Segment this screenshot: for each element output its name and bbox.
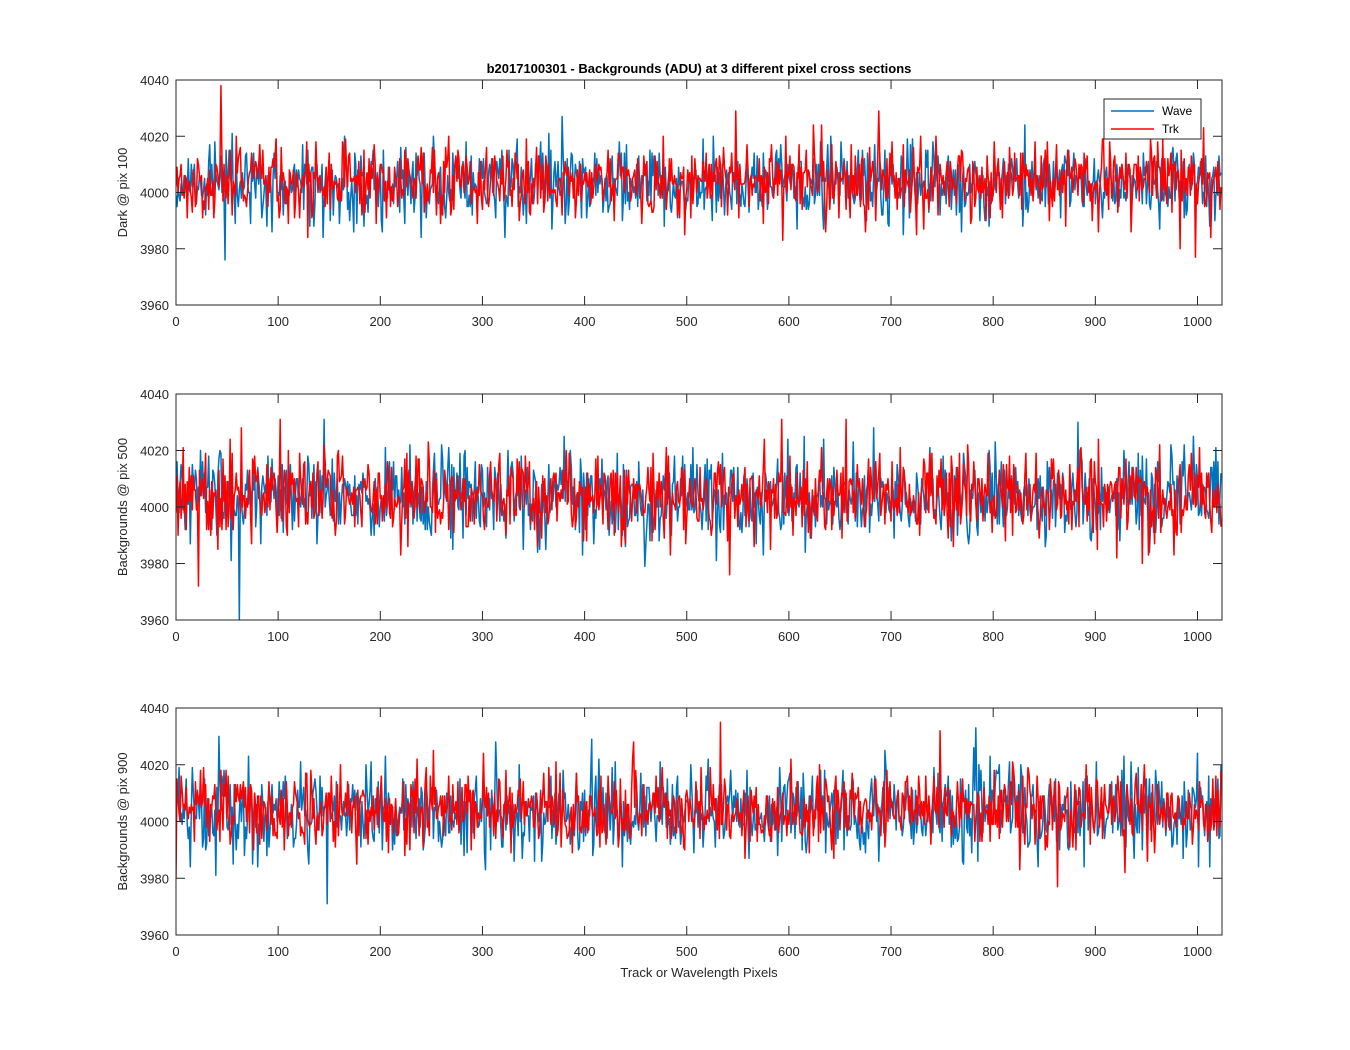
y-tick-label: 3960 xyxy=(140,613,169,628)
x-tick-label: 200 xyxy=(369,314,391,329)
x-tick-label: 600 xyxy=(778,944,800,959)
y-tick-label: 4020 xyxy=(140,129,169,144)
x-tick-label: 700 xyxy=(880,629,902,644)
x-tick-label: 900 xyxy=(1084,629,1106,644)
y-tick-label: 4020 xyxy=(140,758,169,773)
figure-title: b2017100301 - Backgrounds (ADU) at 3 dif… xyxy=(487,61,912,76)
x-tick-label: 100 xyxy=(267,944,289,959)
legend-box xyxy=(1103,98,1202,140)
x-tick-label: 700 xyxy=(880,314,902,329)
subplot-2: 0 100 200 300 400 500 600 700 800 900 1000 3960 3980… xyxy=(115,387,1223,644)
x-tick-label: 400 xyxy=(574,314,596,329)
x-tick-label: 0 xyxy=(172,314,179,329)
series-line-trk xyxy=(176,418,1222,587)
x-tick-label: 800 xyxy=(982,944,1004,959)
x-tick-label: 500 xyxy=(676,944,698,959)
y-axis-label: Backgrounds @ pix 900 xyxy=(115,752,130,890)
y-tick-label: 4000 xyxy=(140,500,169,515)
y-tick-label: 3960 xyxy=(140,298,169,313)
series-group xyxy=(176,84,1222,261)
series-group xyxy=(176,721,1222,905)
x-tick-label: 300 xyxy=(472,944,494,959)
legend: Wave Trk xyxy=(1103,98,1202,140)
x-tick-label: 400 xyxy=(574,944,596,959)
x-tick-label: 800 xyxy=(982,314,1004,329)
x-tick-label: 200 xyxy=(369,629,391,644)
series-line-trk xyxy=(176,721,1222,888)
x-tick-label: 300 xyxy=(472,629,494,644)
y-tick-label: 4000 xyxy=(140,815,169,830)
subplot-1: 0 100 200 300 400 500 600 700 800 900 1000 3960 3980… xyxy=(115,73,1223,329)
x-tick-label: 700 xyxy=(880,944,902,959)
x-tick-label: 100 xyxy=(267,629,289,644)
y-tick-label: 4040 xyxy=(140,701,169,716)
series-group xyxy=(176,418,1222,620)
x-tick-label: 900 xyxy=(1084,944,1106,959)
subplots-container: 0 100 200 300 400 500 600 700 800 900 100039603980… xyxy=(115,73,1223,959)
x-tick-label: 0 xyxy=(172,944,179,959)
series-line-trk xyxy=(176,84,1222,258)
y-tick-label: 3980 xyxy=(140,242,169,257)
x-tick-label: 1000 xyxy=(1183,314,1212,329)
subplot-3: 0 100 200 300 400 500 600 700 800 900 1000 3960 3980… xyxy=(115,701,1223,959)
series-line-wave xyxy=(176,418,1222,620)
y-tick-label: 3980 xyxy=(140,557,169,572)
y-tick-label: 4020 xyxy=(140,444,169,459)
y-tick-label: 3960 xyxy=(140,928,169,943)
x-axis-label: Track or Wavelength Pixels xyxy=(620,965,778,980)
x-tick-label: 600 xyxy=(778,314,800,329)
y-tick-label: 4000 xyxy=(140,186,169,201)
x-tick-label: 0 xyxy=(172,629,179,644)
x-tick-label: 300 xyxy=(472,314,494,329)
y-axis-label: Backgrounds @ pix 500 xyxy=(115,438,130,576)
y-axis-label: Dark @ pix 100 xyxy=(115,148,130,238)
legend-label-wave: Wave xyxy=(1162,104,1193,118)
y-tick-label: 4040 xyxy=(140,73,169,88)
x-tick-label: 800 xyxy=(982,629,1004,644)
x-tick-label: 500 xyxy=(676,629,698,644)
x-tick-label: 100 xyxy=(267,314,289,329)
x-tick-label: 1000 xyxy=(1183,629,1212,644)
y-tick-label: 4040 xyxy=(140,387,169,402)
x-tick-label: 600 xyxy=(778,629,800,644)
x-tick-label: 200 xyxy=(369,944,391,959)
legend-label-trk: Trk xyxy=(1162,122,1180,136)
x-tick-label: 400 xyxy=(574,629,596,644)
y-tick-label: 3980 xyxy=(140,871,169,886)
x-tick-label: 900 xyxy=(1084,314,1106,329)
x-tick-label: 500 xyxy=(676,314,698,329)
x-tick-label: 1000 xyxy=(1183,944,1212,959)
